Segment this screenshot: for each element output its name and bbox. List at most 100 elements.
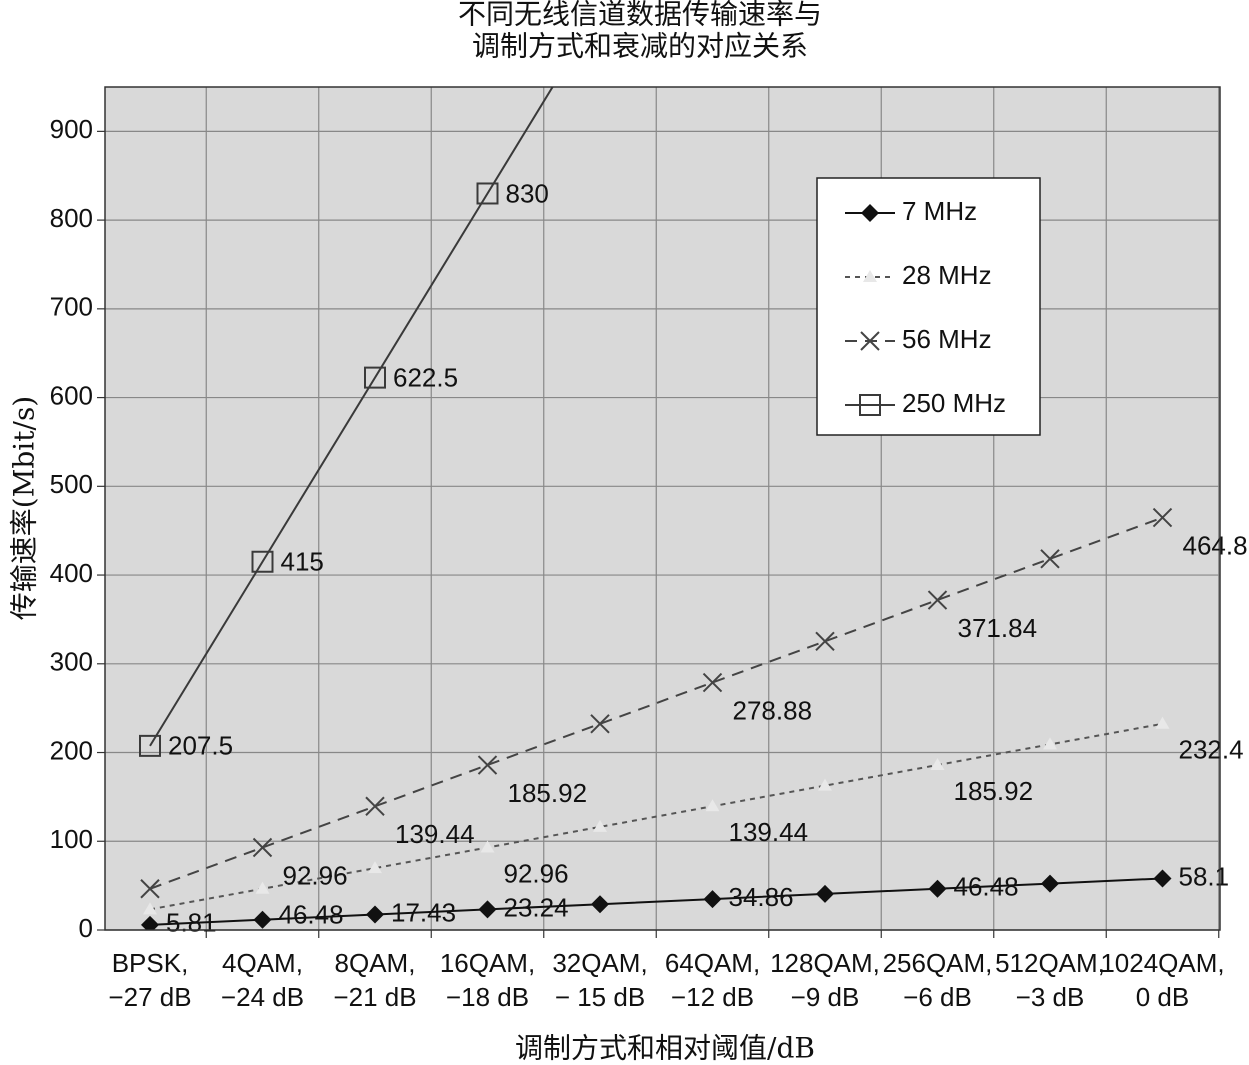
legend-marker (861, 204, 879, 222)
point (1152, 507, 1173, 528)
y-tick-label: 200 (50, 735, 93, 765)
point (1041, 874, 1059, 893)
x-tick-label: −3 dB (1016, 982, 1085, 1012)
point (368, 861, 382, 874)
y-tick-label: 0 (79, 913, 93, 943)
point (478, 900, 497, 919)
legend-label: 56 MHz (902, 324, 992, 354)
legend-label: 250 MHz (902, 388, 1006, 418)
legend-marker (859, 394, 881, 416)
point (141, 915, 159, 930)
y-tick-label: 400 (50, 558, 93, 588)
point (253, 910, 272, 929)
point (139, 734, 161, 757)
x-tick-label: 128QAM, (770, 948, 880, 978)
x-tick-label: 512QAM, (995, 948, 1105, 978)
point (255, 881, 270, 894)
point (930, 758, 945, 771)
x-tick-label: −12 dB (671, 982, 754, 1012)
x-tick-label: −24 dB (221, 982, 304, 1012)
point (1153, 869, 1172, 888)
point (252, 837, 273, 858)
legend-label: 7 MHz (902, 196, 977, 226)
point (818, 778, 832, 791)
y-axis-label: 传输速率(Mbit/s) (8, 396, 41, 620)
x-tick-label: BPSK, (112, 948, 189, 978)
point (815, 631, 835, 651)
x-tick-label: 32QAM, (552, 948, 647, 978)
point (480, 840, 495, 853)
chart-title: 调制方式和衰减的对应关系 (472, 30, 808, 63)
x-tick-label: − 15 dB (555, 982, 645, 1012)
point (365, 796, 385, 816)
chart-title: 不同无线信道数据传输速率与 (458, 0, 822, 31)
x-tick-label: 64QAM, (665, 948, 760, 978)
labels: 5.81 17.43 23.24 34.86 46.48 58.1 46.48 92.96 13… (166, 178, 1248, 937)
plot-area (105, 87, 1220, 930)
data-label: 23.24 (504, 892, 569, 922)
grid: 0 100 200 300 400 500 600 700 800 900 BPSK, −27 dB 4… (50, 87, 1225, 1012)
x-tick-label: 4QAM, (222, 948, 303, 978)
series-line (149, 722, 1163, 911)
data-label: 46.48 (279, 900, 344, 930)
data-label: 278.88 (733, 695, 813, 725)
x-tick-label: 0 dB (1136, 982, 1190, 1012)
point (702, 672, 723, 693)
data-label: 371.84 (958, 613, 1038, 643)
y-tick-label: 700 (50, 292, 93, 322)
point (705, 799, 720, 812)
data-label: 207.5 (168, 731, 233, 761)
point (251, 550, 274, 573)
point (1043, 737, 1057, 750)
point (476, 182, 499, 205)
point (927, 590, 948, 610)
data-label: 415 (281, 547, 324, 577)
x-tick-label: 1024QAM, (1100, 948, 1224, 978)
data-label: 464.8 (1183, 530, 1248, 560)
y-tick-label: 300 (50, 647, 93, 677)
x-axis-label: 调制方式和相对阈值/dB (515, 1032, 815, 1065)
data-label: 830 (506, 178, 549, 208)
data-label: 92.96 (504, 858, 569, 888)
data-label: 185.92 (954, 776, 1034, 806)
legend-marker (860, 331, 880, 351)
x-tick-label: −9 dB (791, 982, 860, 1012)
x-tick-label: −21 dB (333, 982, 416, 1012)
data-label: 139.44 (729, 817, 809, 847)
point (816, 884, 834, 903)
legend-label: 28 MHz (902, 260, 992, 290)
point (140, 879, 160, 899)
x-tick-label: 8QAM, (335, 948, 416, 978)
legend: 7 MHz 28 MHz 56 MHz 250 MHz (816, 177, 1041, 436)
point (591, 895, 609, 914)
x-tick-label: −18 dB (446, 982, 529, 1012)
legend-box (816, 177, 1041, 436)
x-tick-label: 16QAM, (440, 948, 535, 978)
point (143, 902, 157, 915)
point (1155, 716, 1170, 729)
data-label: 622.5 (393, 362, 458, 392)
data-label: 92.96 (283, 860, 348, 890)
data-label: 139.44 (395, 819, 475, 849)
y-tick-label: 800 (50, 203, 93, 233)
point (703, 890, 722, 909)
data-label: 58.1 (1179, 861, 1230, 891)
point (928, 879, 947, 898)
x-tick-label: 256QAM, (883, 948, 993, 978)
x-tick-label: −6 dB (903, 982, 972, 1012)
data-label: 46.48 (954, 872, 1019, 902)
y-tick-label: 900 (50, 114, 93, 144)
data-label: 5.81 (166, 908, 217, 938)
point (364, 366, 386, 389)
y-tick-label: 100 (50, 824, 93, 854)
x-tick-label: −27 dB (108, 982, 191, 1012)
data-label: 34.86 (729, 882, 794, 912)
series-line (149, 87, 554, 747)
data-label: 17.43 (391, 897, 456, 927)
plot-border (104, 86, 1221, 931)
series-line (149, 877, 1163, 926)
data-label: 232.4 (1179, 735, 1244, 765)
y-tick-label: 600 (50, 380, 93, 410)
y-tick-label: 500 (50, 469, 93, 499)
